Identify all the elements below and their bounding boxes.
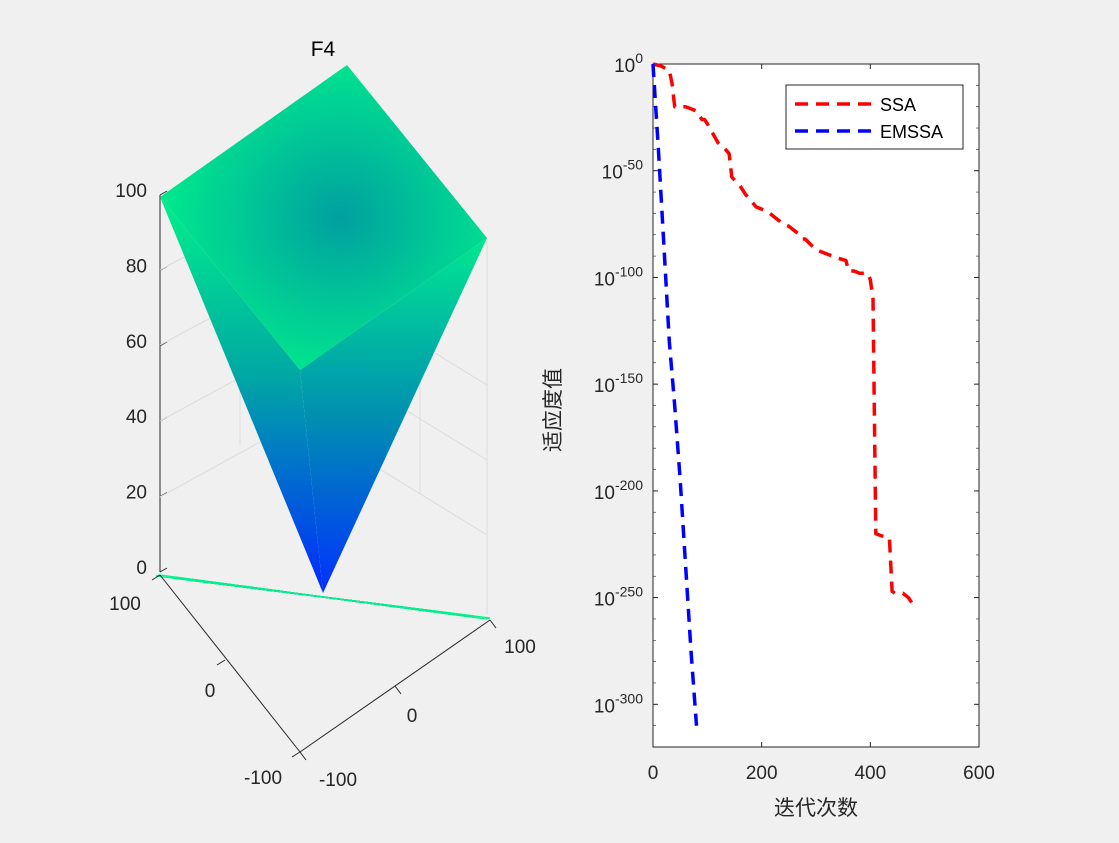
y-tick-label: 10-50 (602, 157, 644, 184)
y-tick-label: -100 (319, 770, 357, 791)
y-tick-label: 10-200 (594, 477, 643, 504)
x-tick-label: 0 (205, 681, 216, 702)
legend-label-emssa: EMSSA (880, 122, 943, 142)
y-tick-label: 100 (504, 637, 536, 658)
contour-lines (155, 574, 491, 620)
y-tick-label: 10-150 (594, 370, 643, 397)
x-tick-label: 200 (746, 763, 778, 784)
z-tick-label: 20 (126, 483, 147, 504)
contour-level (155, 574, 491, 620)
surface-title: F4 (311, 38, 336, 61)
y-tick-label: 100 (614, 50, 643, 77)
surface-face-right (300, 238, 487, 593)
x-axis-label: 迭代次数 (774, 796, 858, 820)
y-tick-label: 10-300 (594, 690, 643, 717)
surface-plot: 0 20 40 60 80 100 (109, 38, 536, 791)
x-tick-label: 100 (109, 594, 141, 615)
y-tick-label: 0 (407, 706, 418, 727)
legend-label-ssa: SSA (880, 95, 916, 115)
z-axis-ticks: 0 20 40 60 80 100 (115, 181, 168, 579)
x-axis-line (159, 574, 301, 753)
x-tick-label: 0 (648, 763, 659, 784)
surface-face-top (160, 65, 487, 370)
z-tick-label: 60 (126, 332, 147, 353)
z-tick (159, 567, 168, 573)
legend-box (785, 84, 964, 150)
z-tick-label: 80 (126, 256, 147, 277)
z-tick-label: 0 (136, 558, 147, 579)
y-tick-label: 10-100 (594, 263, 643, 290)
x-tick-label: 400 (854, 763, 886, 784)
plot-area (652, 63, 980, 748)
z-tick (159, 341, 168, 347)
z-tick-label: 100 (115, 181, 147, 202)
series-line-ssa (652, 62, 918, 608)
x-tick-label: -100 (244, 768, 282, 789)
z-tick-label: 40 (126, 407, 147, 428)
x-tick-label: 600 (963, 763, 995, 784)
legend[interactable]: SSA EMSSA (785, 84, 964, 150)
axis-ticks: 0 200 400 600 100 10-50 10-100 10-150 10-200 10-2… (594, 50, 995, 784)
series-group (651, 62, 918, 726)
surface-face-left (160, 197, 323, 593)
z-tick (159, 190, 168, 196)
y-axis-label: 适应度值 (541, 368, 565, 452)
series-line-emssa (651, 63, 699, 726)
y-tick-label: 10-250 (594, 584, 643, 611)
convergence-plot: 0 200 400 600 100 10-50 10-100 10-150 10-200 10-2… (541, 50, 995, 820)
